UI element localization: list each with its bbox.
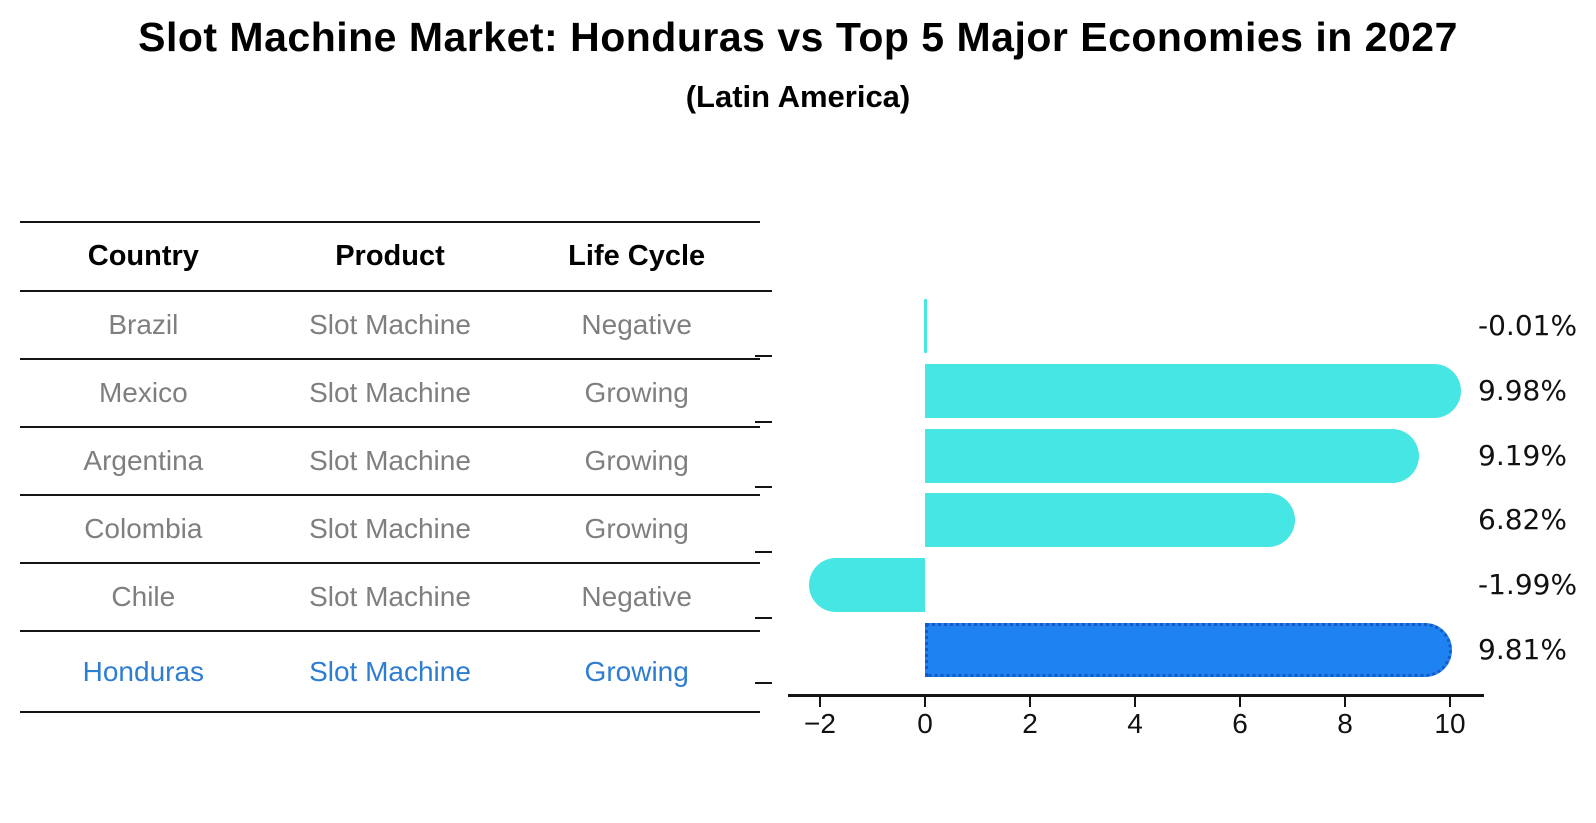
table-bottom-rule xyxy=(20,711,760,713)
table-row: Colombia Slot Machine Growing xyxy=(20,494,760,562)
x-axis-tick-label: 8 xyxy=(1337,708,1353,739)
x-axis-tick-label: 6 xyxy=(1232,708,1248,739)
x-axis-tick-label: 0 xyxy=(917,708,933,739)
x-axis-tick-label: −2 xyxy=(804,708,836,739)
y-axis-tick xyxy=(755,290,772,292)
table-header-row: Country Product Life Cycle xyxy=(20,221,760,290)
table-row: Honduras Slot Machine Growing xyxy=(20,630,760,711)
y-axis-tick xyxy=(755,617,772,619)
x-axis-tick xyxy=(1344,697,1346,707)
product-cell: Slot Machine xyxy=(309,655,471,687)
header-country: Country xyxy=(87,240,199,272)
product-cell: Slot Machine xyxy=(309,309,471,340)
product-cell: Slot Machine xyxy=(309,581,471,612)
country-cell: Honduras xyxy=(82,655,205,687)
x-axis-tick-label: 2 xyxy=(1022,708,1038,739)
table-row: Argentina Slot Machine Growing xyxy=(20,426,760,494)
x-axis-tick xyxy=(1029,697,1031,707)
value-label-chile: -1.99% xyxy=(1478,568,1578,601)
country-cell: Argentina xyxy=(83,445,204,476)
country-cell: Colombia xyxy=(84,513,203,544)
lifecycle-cell: Negative xyxy=(581,309,692,340)
table-row: Mexico Slot Machine Growing xyxy=(20,358,760,426)
y-axis-tick xyxy=(755,421,772,423)
country-cell: Chile xyxy=(111,581,176,612)
bar-mexico xyxy=(925,364,1461,418)
lifecycle-cell: Negative xyxy=(581,581,692,612)
bar-honduras xyxy=(925,623,1452,677)
lifecycle-cell: Growing xyxy=(584,655,689,687)
value-label-argentina: 9.19% xyxy=(1478,439,1567,472)
lifecycle-cell: Growing xyxy=(584,513,689,544)
x-axis-tick xyxy=(1134,697,1136,707)
bar-chile xyxy=(809,558,925,612)
y-axis-tick xyxy=(755,682,772,684)
bar-brazil xyxy=(924,299,927,353)
comparison-table: Country Product Life Cycle Brazil Slot M… xyxy=(20,221,760,713)
y-axis-tick xyxy=(755,355,772,357)
value-label-honduras: 9.81% xyxy=(1478,633,1567,666)
page-title: Slot Machine Market: Honduras vs Top 5 M… xyxy=(138,14,1458,60)
product-cell: Slot Machine xyxy=(309,445,471,476)
x-axis-tick-label: 4 xyxy=(1127,708,1143,739)
value-label-brazil: -0.01% xyxy=(1478,309,1578,342)
bar-argentina xyxy=(925,429,1419,483)
x-axis-tick-label: 10 xyxy=(1434,708,1466,739)
y-axis-tick xyxy=(755,551,772,553)
x-axis-tick xyxy=(1239,697,1241,707)
table-row: Chile Slot Machine Negative xyxy=(20,562,760,630)
header-product: Product xyxy=(335,240,445,272)
x-axis-tick xyxy=(819,697,821,707)
country-cell: Mexico xyxy=(98,377,188,408)
y-axis-tick xyxy=(755,486,772,488)
x-axis-line xyxy=(788,694,1484,697)
x-axis-tick xyxy=(1449,697,1451,707)
product-cell: Slot Machine xyxy=(309,513,471,544)
page-subtitle: (Latin America) xyxy=(685,79,911,114)
value-label-mexico: 9.98% xyxy=(1478,374,1567,407)
lifecycle-cell: Growing xyxy=(584,377,689,408)
table-row: Brazil Slot Machine Negative xyxy=(20,290,760,358)
header-life-cycle: Life Cycle xyxy=(568,240,706,272)
bar-colombia xyxy=(925,493,1295,547)
country-cell: Brazil xyxy=(108,309,179,340)
lifecycle-cell: Growing xyxy=(584,445,689,476)
value-label-colombia: 6.82% xyxy=(1478,503,1567,536)
x-axis-tick xyxy=(924,697,926,707)
product-cell: Slot Machine xyxy=(309,377,471,408)
